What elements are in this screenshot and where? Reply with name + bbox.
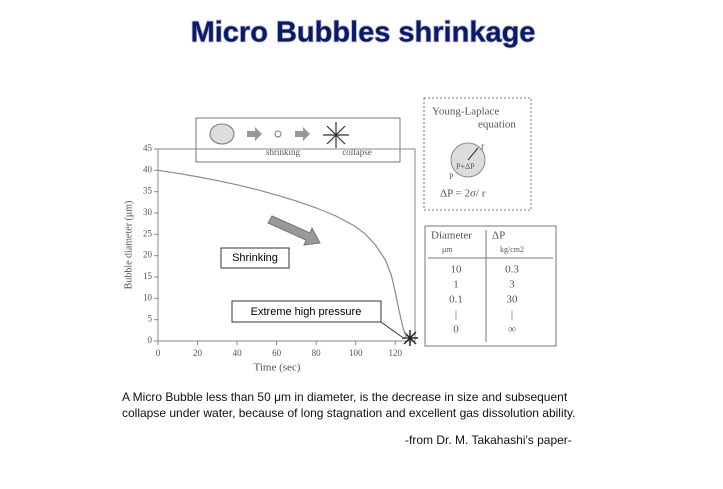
y-tick-label: 5 [148, 314, 153, 324]
annotation-box [220, 247, 290, 269]
arrow [247, 127, 262, 141]
table-cell: | [511, 309, 513, 321]
x-tick-label: 80 [312, 348, 322, 358]
radius-label: r [481, 141, 485, 152]
y-tick-label: 15 [143, 271, 153, 281]
equation-title: Young-Laplace [432, 106, 499, 118]
y-tick-label: 45 [143, 143, 153, 153]
x-tick-label: 100 [349, 348, 363, 358]
table-cell: 1 [453, 279, 459, 291]
table-unit: μm [442, 245, 453, 254]
table-cell: | [455, 309, 457, 321]
x-tick-label: 0 [156, 348, 161, 358]
plot-frame [157, 148, 416, 342]
annotation: Shrinking [232, 252, 278, 264]
annotation-box [231, 300, 382, 323]
table-cell: 0.3 [505, 264, 519, 276]
table-header: ΔP [492, 230, 505, 242]
caption: A Micro Bubble less than 50 μm in diamet… [122, 390, 568, 404]
table-cell: ∞ [508, 324, 516, 336]
y-tick-label: 35 [143, 186, 153, 196]
annotation: Extreme high pressure [251, 306, 362, 318]
collapse-icon [323, 122, 349, 148]
table-cell: 0.1 [449, 294, 463, 306]
bubble-small [274, 130, 282, 138]
equation-subtitle: equation [478, 119, 516, 131]
radius [467, 147, 479, 161]
y-tick-label: 30 [143, 207, 153, 217]
slide-title: Micro Bubbles shrinkage [191, 17, 536, 49]
table-box [424, 225, 557, 347]
annotation-pointer [380, 321, 403, 338]
source: -from Dr. M. Takahashi's paper- [405, 433, 572, 447]
y-tick-label: 25 [143, 228, 153, 238]
bubble [209, 123, 235, 145]
shrinking-arrow [267, 215, 321, 246]
collapse-icon [402, 330, 418, 346]
pressure-label: P [449, 172, 454, 181]
y-axis-label: Bubble diameter (μm) [123, 201, 134, 290]
arrow [295, 127, 310, 141]
x-tick-label: 60 [272, 348, 282, 358]
y-tick-label: 10 [143, 292, 153, 302]
y-tick-label: 20 [143, 250, 153, 260]
table-header: Diameter [431, 230, 472, 242]
table-cell: 10 [451, 264, 463, 276]
diagram-label: collapse [342, 147, 372, 157]
equation-box [423, 97, 532, 211]
x-tick-label: 20 [193, 348, 203, 358]
x-axis-label: Time (sec) [254, 362, 301, 374]
data-line [157, 169, 408, 340]
y-tick-label: 0 [148, 335, 153, 345]
table-cell: 30 [507, 294, 519, 306]
caption: collapse under water, because of long st… [122, 406, 575, 420]
diagram-label: shrinking [266, 147, 301, 157]
y-tick-label: 40 [143, 164, 153, 174]
pressure-label: P+ΔP [456, 162, 475, 171]
x-tick-label: 120 [388, 348, 402, 358]
table-cell: 0 [453, 324, 459, 336]
formula: ΔP = 2σ/ r [440, 188, 486, 200]
x-tick-label: 40 [233, 348, 243, 358]
diagram-box [195, 117, 401, 163]
table-unit: kg/cm2 [500, 245, 524, 254]
table-cell: 3 [509, 279, 515, 291]
